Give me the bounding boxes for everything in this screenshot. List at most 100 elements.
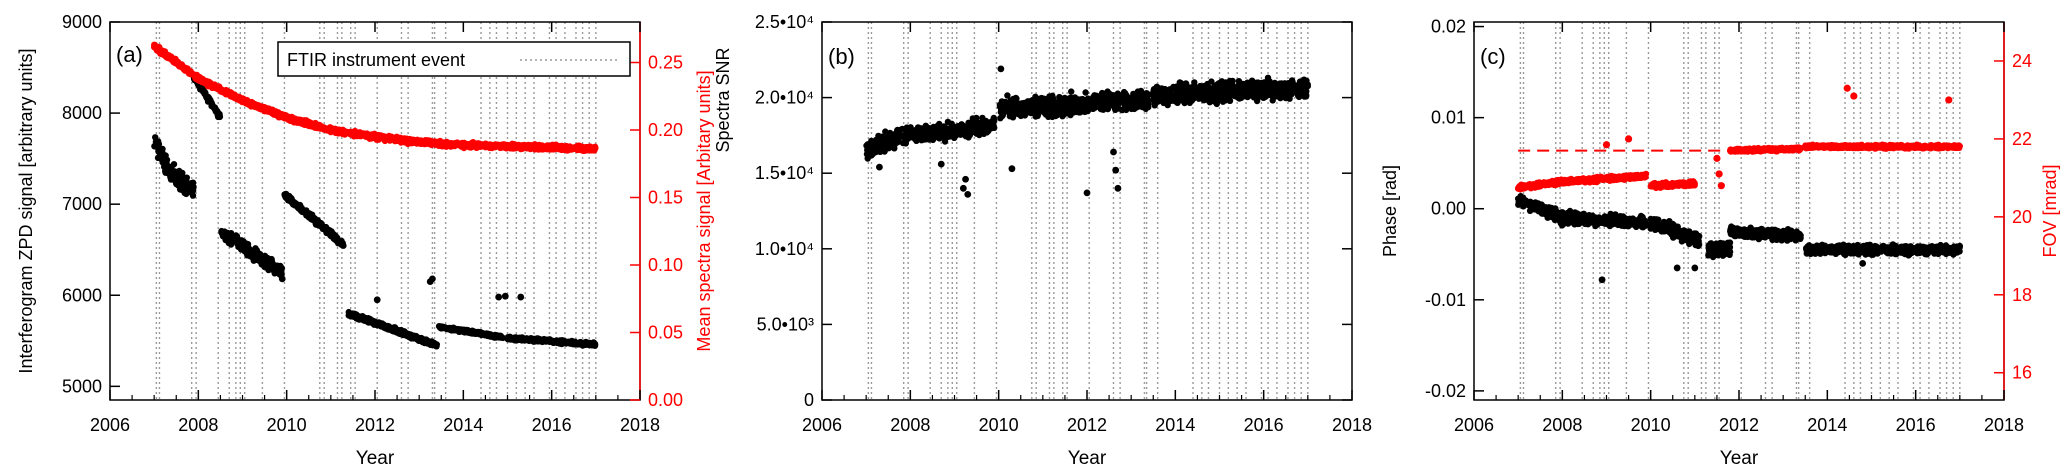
data-point — [998, 98, 1006, 105]
data-point — [207, 98, 215, 106]
legend-label: FTIR instrument event — [287, 50, 465, 70]
data-point — [351, 311, 358, 319]
data-point — [161, 155, 169, 163]
data-point — [168, 169, 175, 176]
panel-b-event-lines — [867, 22, 1309, 400]
data-point — [483, 141, 490, 149]
data-point — [495, 332, 502, 340]
data-point — [291, 202, 298, 209]
data-point — [550, 143, 557, 150]
panel-a-x-axis-title: Year — [356, 448, 395, 469]
x-tick-label: 2008 — [178, 415, 218, 435]
data-point — [1090, 94, 1097, 101]
data-point — [170, 161, 178, 168]
data-point — [541, 144, 548, 152]
data-point — [944, 118, 952, 126]
data-point — [410, 335, 417, 342]
data-point — [917, 125, 924, 132]
data-point — [211, 105, 218, 112]
data-point — [384, 326, 392, 333]
panel-a-x-ticks: 2006 2008 2010 2012 2014 2016 2018 — [90, 22, 660, 435]
panel-a: 2006 2008 2010 2012 2014 2016 2018 50006000700… — [16, 12, 714, 469]
data-point — [211, 83, 219, 91]
outlier-point — [495, 293, 503, 301]
data-point — [535, 143, 542, 150]
data-point — [468, 329, 475, 336]
data-point — [346, 310, 353, 317]
data-point — [405, 140, 413, 147]
outlier-point — [373, 296, 381, 304]
data-point — [277, 263, 284, 270]
data-point — [1087, 103, 1094, 110]
data-point — [951, 123, 958, 131]
data-point — [169, 56, 176, 63]
data-point — [1082, 89, 1089, 96]
right-tick-label: 0.05 — [648, 323, 683, 343]
data-point — [921, 134, 929, 141]
data-point — [946, 131, 954, 138]
data-point — [574, 146, 581, 154]
data-point — [1097, 105, 1105, 113]
data-point — [1136, 98, 1144, 105]
data-point — [1104, 105, 1112, 113]
data-point — [316, 121, 323, 129]
data-point — [1049, 113, 1056, 121]
data-point — [564, 145, 571, 152]
data-point — [913, 132, 920, 139]
data-point — [1034, 104, 1041, 111]
data-point — [438, 324, 445, 332]
data-point — [483, 331, 490, 339]
data-point — [283, 194, 290, 202]
data-point — [439, 141, 447, 148]
data-point — [977, 122, 984, 130]
data-point — [1073, 104, 1081, 111]
data-point — [151, 43, 158, 51]
data-point — [422, 137, 429, 144]
data-point — [272, 263, 279, 270]
x-tick-label: 2006 — [90, 415, 130, 435]
data-point — [258, 103, 265, 111]
right-tick-label: 0.00 — [648, 390, 683, 410]
data-point — [421, 339, 428, 347]
data-point — [339, 239, 346, 247]
data-point — [174, 169, 181, 176]
y-tick-label: 9000 — [62, 12, 102, 32]
y-tick-label: 6000 — [62, 285, 102, 305]
data-point — [899, 125, 906, 133]
data-point — [523, 335, 530, 343]
data-point — [330, 126, 337, 133]
data-point — [496, 142, 503, 150]
data-point — [1142, 96, 1149, 104]
data-point — [257, 255, 264, 262]
data-point — [204, 79, 212, 86]
data-point — [164, 163, 171, 170]
data-point — [515, 335, 522, 342]
data-point — [1124, 103, 1131, 110]
data-point — [982, 117, 990, 125]
outlier-point — [429, 275, 436, 283]
data-point — [457, 328, 465, 335]
data-point — [566, 340, 574, 347]
data-point — [181, 188, 188, 195]
data-point — [179, 182, 186, 189]
panel-b: 2006 2008 2010 2012 2014 2016 2018 05.0•10³1.0… — [713, 12, 1372, 469]
data-point — [297, 206, 304, 213]
data-point — [488, 333, 495, 340]
data-point — [1058, 96, 1065, 103]
data-point — [268, 255, 275, 263]
data-point — [227, 234, 234, 242]
data-point — [367, 132, 374, 140]
data-point — [999, 104, 1006, 112]
data-point — [546, 338, 553, 345]
data-point — [273, 269, 280, 276]
y-tick-label: 5000 — [62, 376, 102, 396]
x-tick-label: 2018 — [620, 415, 660, 435]
data-point — [964, 125, 972, 132]
data-point — [429, 139, 437, 147]
data-point — [472, 141, 479, 148]
data-point — [1059, 113, 1066, 120]
data-point — [197, 85, 204, 93]
data-point — [378, 322, 385, 329]
